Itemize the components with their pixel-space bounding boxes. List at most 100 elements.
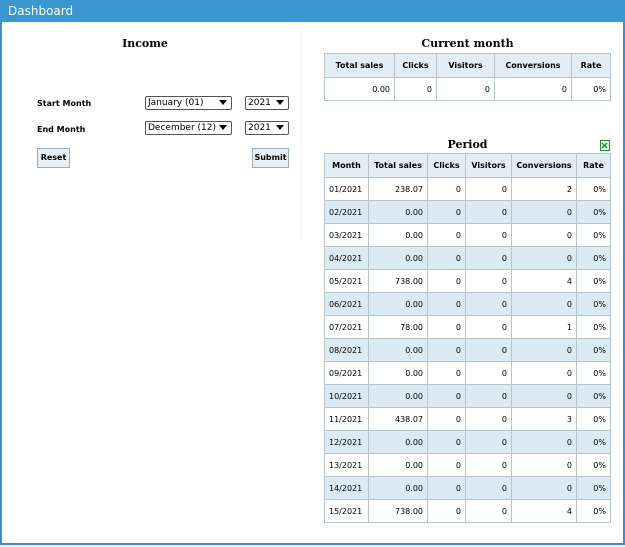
table-row: 10/2021 0.00 0 0 0 0%	[324, 384, 611, 408]
table-cell: 0%	[576, 384, 611, 408]
table-row: 14/2021 0.00 0 0 0 0%	[324, 476, 611, 500]
table-row: 08/2021 0.00 0 0 0 0%	[324, 338, 611, 362]
table-cell: 0%	[576, 246, 611, 270]
end-label: End Month	[37, 125, 86, 134]
table-cell: 0	[427, 246, 466, 270]
column-header: Visitors	[436, 53, 495, 78]
table-row: 13/2021 0.00 0 0 0 0%	[324, 453, 611, 477]
header-title: Dashboard	[8, 4, 74, 18]
table-cell: 02/2021	[324, 200, 369, 224]
column-header: Visitors	[465, 153, 512, 178]
table-cell: 13/2021	[324, 453, 369, 477]
table-cell: 3	[511, 407, 577, 431]
table-cell: 0	[511, 361, 577, 385]
end-year-select[interactable]: 2021	[245, 121, 289, 135]
table-cell: 0%	[576, 476, 611, 500]
end-month-select[interactable]: December (12)	[145, 121, 232, 135]
table-row: 09/2021 0.00 0 0 0 0%	[324, 361, 611, 385]
table-cell: 0%	[576, 292, 611, 316]
table-cell: 0%	[576, 269, 611, 293]
submit-button[interactable]: Submit	[252, 148, 289, 168]
start-year-select[interactable]: 2021	[245, 96, 289, 110]
table-cell: 07/2021	[324, 315, 369, 339]
table-cell: 0.00	[368, 476, 428, 500]
table-cell: 0%	[576, 177, 611, 201]
table-cell: 0	[465, 292, 512, 316]
table-cell: 0	[427, 292, 466, 316]
table-cell: 0	[465, 476, 512, 500]
table-cell: 0	[465, 246, 512, 270]
table-cell: 0.00	[368, 246, 428, 270]
period-table: Month Total sales Clicks Visitors Conversion…	[324, 153, 611, 523]
income-panel	[21, 30, 302, 240]
table-row: 15/2021 738.00 0 0 4 0%	[324, 499, 611, 523]
table-row: 01/2021 238.07 0 0 2 0%	[324, 177, 611, 201]
table-cell: 12/2021	[324, 430, 369, 454]
table-cell: 0.00	[368, 430, 428, 454]
column-header: Clicks	[394, 53, 437, 78]
table-row: 03/2021 0.00 0 0 0 0%	[324, 223, 611, 247]
table-cell: 0	[427, 315, 466, 339]
table-cell: 0.00	[368, 384, 428, 408]
table-cell: 0	[511, 384, 577, 408]
table-cell: 0.00	[368, 292, 428, 316]
table-cell: 0	[427, 499, 466, 523]
table-cell: 09/2021	[324, 361, 369, 385]
table-cell: 01/2021	[324, 177, 369, 201]
table-cell: 0	[465, 269, 512, 293]
table-cell: 438.07	[368, 407, 428, 431]
table-cell: 0	[465, 338, 512, 362]
table-cell: 03/2021	[324, 223, 369, 247]
table-cell: 0	[465, 407, 512, 431]
table-cell: 04/2021	[324, 246, 369, 270]
table-cell: 0	[465, 177, 512, 201]
header-bar: Dashboard	[0, 0, 625, 22]
period-title: Period	[447, 138, 488, 151]
table-cell: 0	[427, 177, 466, 201]
table-cell: 0	[511, 200, 577, 224]
table-cell: 10/2021	[324, 384, 369, 408]
table-cell: 11/2021	[324, 407, 369, 431]
header-row: Total sales Clicks Visitors Conversions Rate	[324, 53, 611, 78]
table-cell: 0	[427, 453, 466, 477]
table-cell: 0	[427, 407, 466, 431]
table-cell: 0	[427, 430, 466, 454]
table-cell: 0	[511, 338, 577, 362]
column-header: Total sales	[368, 153, 428, 178]
table-cell: 0%	[576, 430, 611, 454]
table-cell: 06/2021	[324, 292, 369, 316]
table-cell: 0	[494, 77, 572, 101]
table-row: 05/2021 738.00 0 0 4 0%	[324, 269, 611, 293]
column-header: Conversions	[511, 153, 577, 178]
table-row: 06/2021 0.00 0 0 0 0%	[324, 292, 611, 316]
table-cell: 0	[465, 315, 512, 339]
table-cell: 0	[427, 384, 466, 408]
excel-icon[interactable]	[600, 140, 610, 151]
table-cell: 0	[465, 430, 512, 454]
current-month-title: Current month	[421, 37, 514, 50]
header-row: Month Total sales Clicks Visitors Conversion…	[324, 153, 611, 178]
start-month-select[interactable]: January (01)	[145, 96, 232, 110]
table-cell: 0	[465, 223, 512, 247]
table-cell: 0	[511, 476, 577, 500]
table-cell: 0	[436, 77, 495, 101]
table-row: 12/2021 0.00 0 0 0 0%	[324, 430, 611, 454]
table-cell: 0%	[576, 223, 611, 247]
table-cell: 0%	[576, 453, 611, 477]
table-cell: 15/2021	[324, 499, 369, 523]
table-cell: 0.00	[368, 200, 428, 224]
table-row: 02/2021 0.00 0 0 0 0%	[324, 200, 611, 224]
table-cell: 0	[427, 476, 466, 500]
table-cell: 4	[511, 499, 577, 523]
table-cell: 0	[427, 200, 466, 224]
table-cell: 238.07	[368, 177, 428, 201]
table-cell: 0	[511, 453, 577, 477]
table-cell: 0	[465, 453, 512, 477]
table-cell: 0.00	[368, 453, 428, 477]
column-header: Conversions	[494, 53, 572, 78]
income-title: Income	[122, 37, 168, 50]
table-cell: 1	[511, 315, 577, 339]
table-cell: 0.00	[368, 338, 428, 362]
table-cell: 0	[427, 269, 466, 293]
reset-button[interactable]: Reset	[37, 148, 70, 168]
